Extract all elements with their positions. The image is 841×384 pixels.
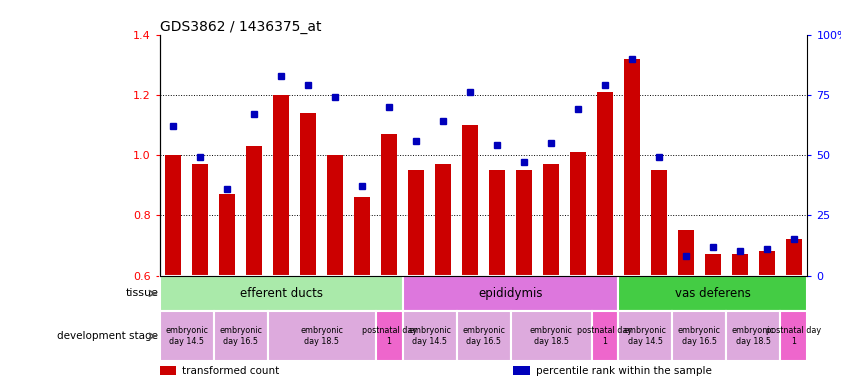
- Text: GDS3862 / 1436375_at: GDS3862 / 1436375_at: [160, 20, 321, 33]
- Text: embryonic
day 14.5: embryonic day 14.5: [408, 326, 451, 346]
- Bar: [165, 155, 182, 275]
- Bar: [651, 170, 667, 275]
- Bar: [220, 194, 235, 275]
- Bar: [462, 125, 479, 275]
- Bar: [376, 311, 403, 361]
- Text: vas deferens: vas deferens: [675, 287, 751, 300]
- Bar: [543, 164, 559, 275]
- Text: postnatal day
1: postnatal day 1: [766, 326, 822, 346]
- Bar: [403, 311, 457, 361]
- Bar: [785, 239, 802, 275]
- Bar: [705, 255, 721, 275]
- Bar: [327, 155, 343, 275]
- Bar: [570, 152, 586, 275]
- Bar: [618, 275, 807, 311]
- Bar: [780, 311, 807, 361]
- Text: embryonic
day 16.5: embryonic day 16.5: [220, 326, 262, 346]
- Bar: [591, 311, 618, 361]
- Bar: [408, 170, 424, 275]
- Bar: [354, 197, 370, 275]
- Bar: [267, 311, 376, 361]
- Bar: [618, 311, 673, 361]
- Bar: [192, 164, 209, 275]
- Text: epididymis: epididymis: [479, 287, 542, 300]
- Text: tissue: tissue: [125, 288, 158, 298]
- Text: postnatal day
1: postnatal day 1: [578, 326, 632, 346]
- Bar: [273, 95, 289, 275]
- Bar: [673, 311, 727, 361]
- Text: embryonic
day 18.5: embryonic day 18.5: [530, 326, 573, 346]
- Bar: [624, 59, 640, 275]
- Bar: [160, 275, 403, 311]
- Text: percentile rank within the sample: percentile rank within the sample: [536, 366, 711, 376]
- Text: embryonic
day 16.5: embryonic day 16.5: [462, 326, 505, 346]
- Bar: [214, 311, 267, 361]
- Bar: [160, 366, 176, 375]
- Bar: [381, 134, 397, 275]
- Text: embryonic
day 14.5: embryonic day 14.5: [624, 326, 667, 346]
- Bar: [457, 311, 510, 361]
- Text: development stage: development stage: [57, 331, 158, 341]
- Bar: [435, 164, 451, 275]
- Text: embryonic
day 14.5: embryonic day 14.5: [166, 326, 209, 346]
- Bar: [678, 230, 694, 275]
- Bar: [160, 311, 214, 361]
- Bar: [597, 92, 613, 275]
- Bar: [510, 311, 591, 361]
- Bar: [246, 146, 262, 275]
- Text: postnatal day
1: postnatal day 1: [362, 326, 416, 346]
- Text: transformed count: transformed count: [182, 366, 280, 376]
- Bar: [403, 275, 618, 311]
- Bar: [300, 113, 316, 275]
- Bar: [516, 170, 532, 275]
- Bar: [727, 311, 780, 361]
- Text: embryonic
day 16.5: embryonic day 16.5: [678, 326, 721, 346]
- Bar: [489, 170, 505, 275]
- Text: embryonic
day 18.5: embryonic day 18.5: [300, 326, 343, 346]
- Bar: [732, 255, 748, 275]
- Bar: [513, 366, 530, 375]
- Text: embryonic
day 18.5: embryonic day 18.5: [732, 326, 775, 346]
- Text: efferent ducts: efferent ducts: [240, 287, 323, 300]
- Bar: [759, 252, 775, 275]
